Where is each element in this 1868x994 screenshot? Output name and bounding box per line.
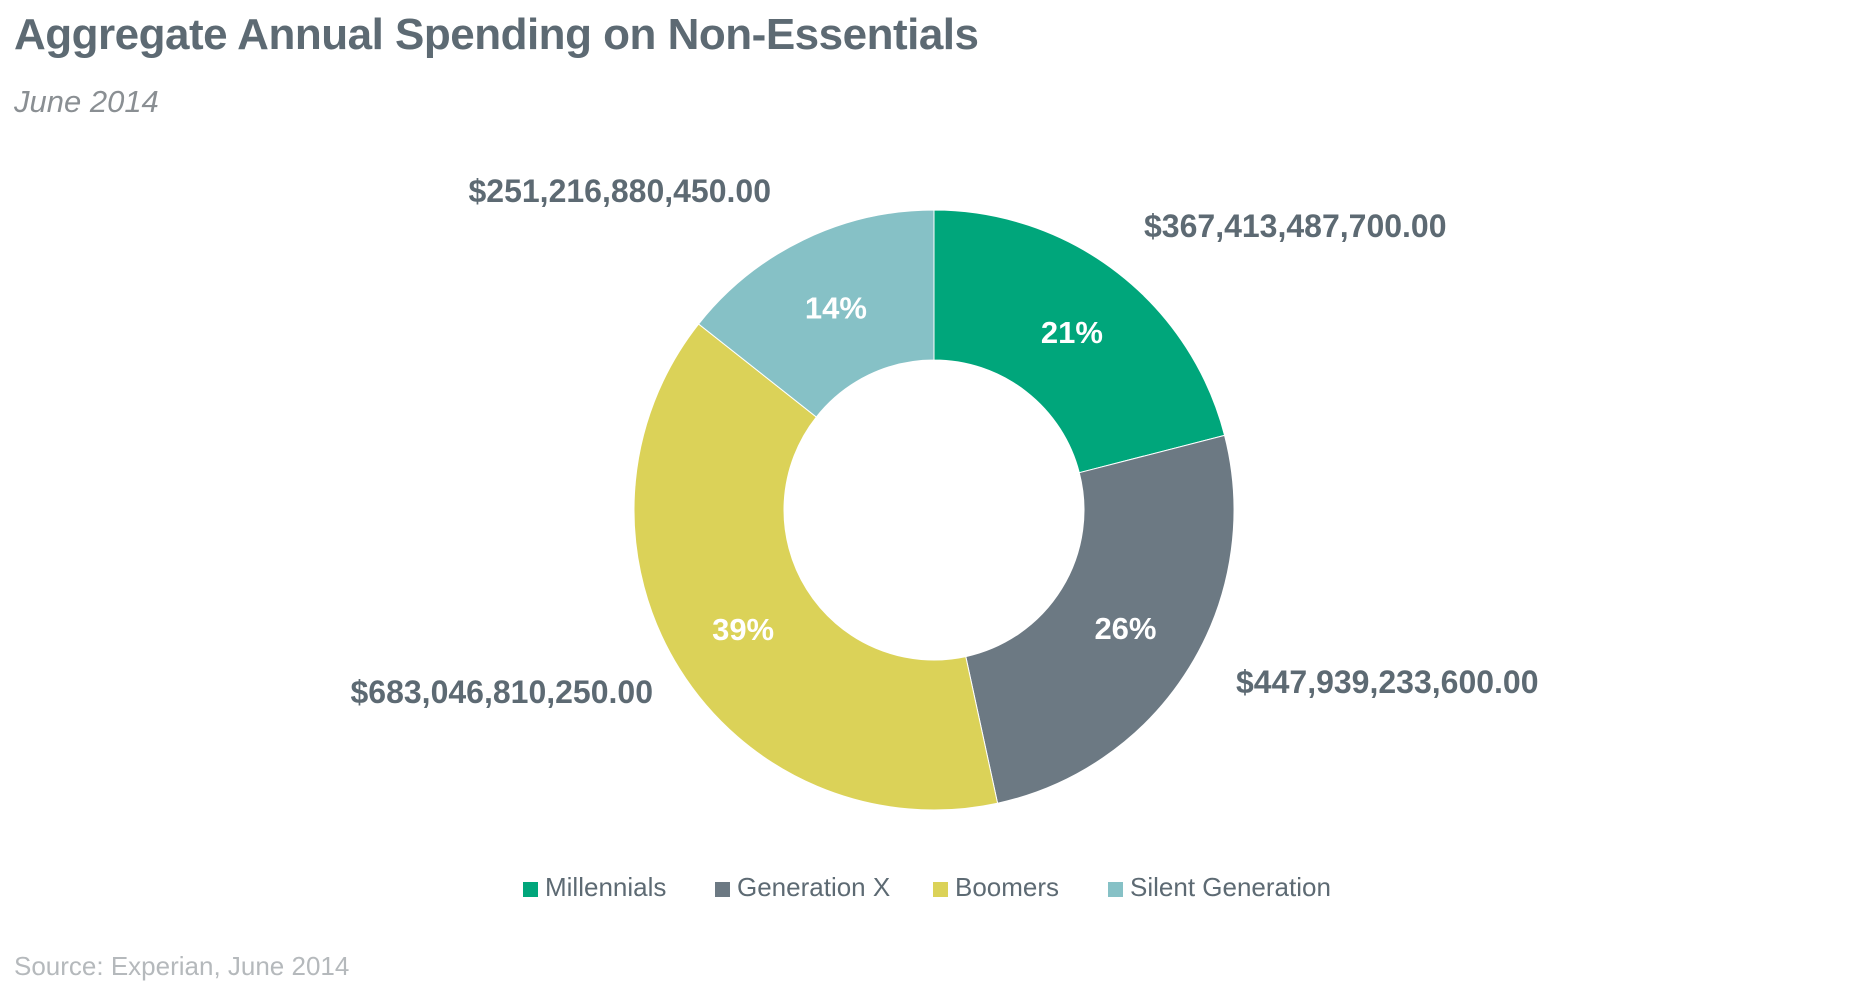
legend-swatch-generation-x bbox=[715, 882, 730, 897]
value-labels: $367,413,487,700.00 $447,939,233,600.00 $6… bbox=[350, 173, 1538, 710]
slice-boomers bbox=[633, 323, 999, 811]
percent-label-millennials: 21% bbox=[1041, 315, 1103, 350]
legend-label-silent-generation: Silent Generation bbox=[1130, 872, 1331, 902]
percent-label-silent-generation: 14% bbox=[805, 291, 867, 326]
percent-label-boomers: 39% bbox=[712, 612, 774, 647]
value-label-silent-generation: $251,216,880,450.00 bbox=[468, 173, 771, 209]
legend-label-millennials: Millennials bbox=[545, 872, 666, 902]
source-note: Source: Experian, June 2014 bbox=[14, 951, 350, 981]
legend-swatch-millennials bbox=[523, 882, 538, 897]
legend-swatch-boomers bbox=[933, 882, 948, 897]
legend-swatch-silent-generation bbox=[1108, 882, 1123, 897]
chart-slices bbox=[633, 209, 1235, 811]
slice-millennials bbox=[933, 209, 1226, 474]
legend-label-generation-x: Generation X bbox=[737, 872, 890, 902]
chart-subtitle: June 2014 bbox=[14, 84, 159, 119]
chart-legend: Millennials Generation X Boomers Silent Gen… bbox=[523, 872, 1331, 902]
slice-generation-x bbox=[965, 434, 1235, 804]
percent-labels: 21% 26% 39% 14% bbox=[712, 291, 1156, 648]
value-label-millennials: $367,413,487,700.00 bbox=[1144, 208, 1447, 244]
slice-silent-generation bbox=[697, 209, 935, 418]
legend-label-boomers: Boomers bbox=[955, 872, 1059, 902]
value-label-generation-x: $447,939,233,600.00 bbox=[1236, 664, 1539, 700]
percent-label-generation-x: 26% bbox=[1094, 611, 1156, 646]
value-label-boomers: $683,046,810,250.00 bbox=[350, 674, 653, 710]
chart-title: Aggregate Annual Spending on Non-Essenti… bbox=[14, 10, 979, 59]
